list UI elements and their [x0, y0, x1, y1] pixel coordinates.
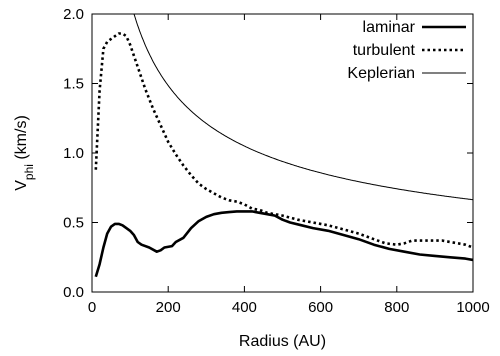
y-tick-label: 0.5 — [63, 215, 84, 232]
axis-ticks: 0 200 400 600 800 1000 0.0 0.5 1.0 1.5 2.0 — [63, 6, 490, 316]
x-tick-label: 600 — [308, 299, 333, 316]
y-axis-title-rest: (km/s) — [13, 115, 30, 164]
y-axis-title-main: V — [13, 180, 30, 191]
series-line-laminar — [94, 210, 473, 278]
series-line-turbulent — [94, 32, 473, 249]
x-tick-label: 800 — [384, 299, 409, 316]
x-tick-label: 200 — [156, 299, 181, 316]
legend: laminar turbulent Keplerian — [347, 19, 466, 82]
y-axis-title: Vphi (km/s) — [13, 115, 36, 191]
y-tick-label: 1.5 — [63, 76, 84, 93]
x-tick-label: 0 — [88, 299, 96, 316]
legend-label-turbulent: turbulent — [353, 42, 416, 59]
plot-frame — [91, 13, 474, 293]
y-axis-title-subscript: phi — [22, 164, 36, 180]
x-tick-label: 1000 — [456, 299, 489, 316]
legend-label-keplerian: Keplerian — [347, 65, 415, 82]
series-lines — [94, 14, 473, 278]
y-tick-label: 1.0 — [63, 145, 84, 162]
y-tick-label: 2.0 — [63, 6, 84, 23]
legend-label-laminar: laminar — [363, 19, 416, 36]
y-tick-label: 0.0 — [63, 284, 84, 301]
x-tick-label: 400 — [232, 299, 257, 316]
series-line-keplerian — [133, 14, 473, 201]
x-axis-title: Radius (AU) — [239, 333, 326, 350]
